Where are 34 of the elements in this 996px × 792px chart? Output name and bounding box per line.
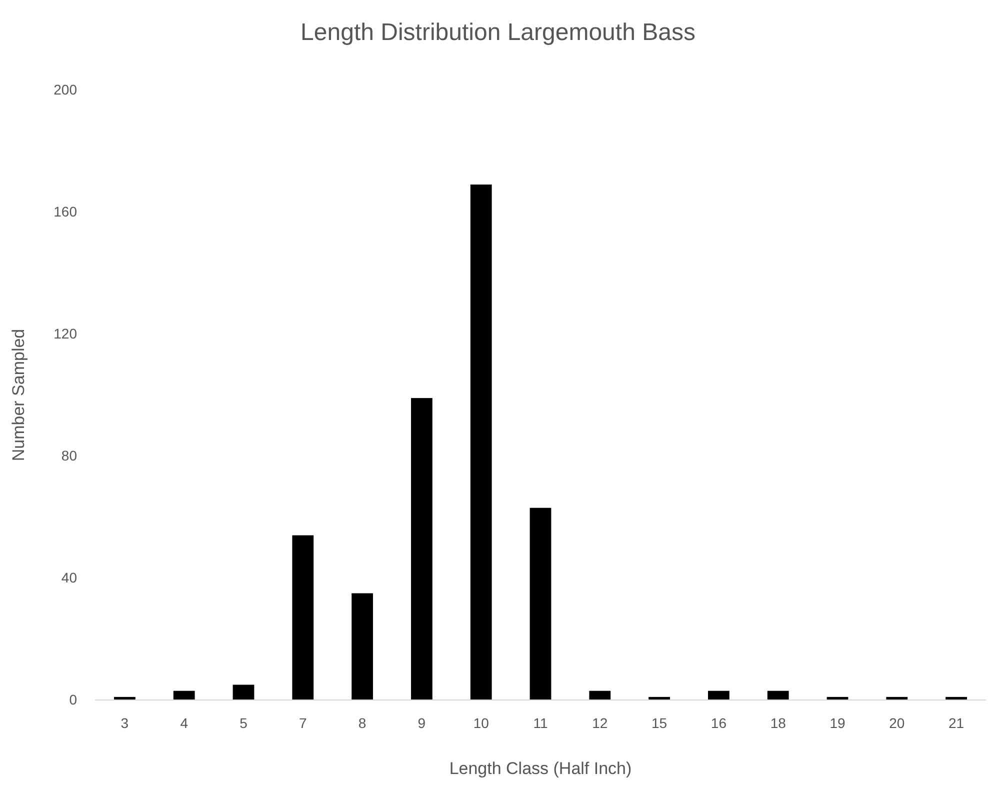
x-tick-label: 12 bbox=[592, 714, 608, 731]
x-tick-label: 4 bbox=[180, 714, 188, 731]
x-tick-label: 15 bbox=[652, 714, 668, 731]
x-tick-label: 11 bbox=[533, 714, 548, 731]
y-tick-label: 160 bbox=[54, 203, 78, 220]
y-tick-label: 200 bbox=[54, 81, 78, 98]
y-axis-title: Number Sampled bbox=[9, 328, 28, 462]
x-tick-label: 16 bbox=[710, 714, 727, 731]
bar bbox=[589, 690, 611, 700]
bar bbox=[352, 593, 373, 700]
bar bbox=[767, 690, 789, 700]
x-tick-label: 3 bbox=[120, 714, 129, 731]
bar bbox=[530, 508, 552, 700]
chart-title: Length Distribution Largemouth Bass bbox=[300, 19, 696, 46]
x-axis-title: Length Class (Half Inch) bbox=[449, 759, 632, 778]
bar bbox=[232, 684, 254, 700]
y-tick-label: 0 bbox=[69, 691, 78, 708]
y-tick-label: 40 bbox=[61, 569, 78, 586]
x-tick-label: 8 bbox=[358, 714, 366, 731]
bar bbox=[411, 398, 432, 700]
x-tick-label: 9 bbox=[418, 714, 426, 731]
x-tick-label: 20 bbox=[889, 714, 905, 731]
x-tick-label: 7 bbox=[299, 714, 307, 731]
bar bbox=[470, 184, 492, 700]
x-tick-label: 21 bbox=[948, 714, 964, 731]
x-tick-label: 5 bbox=[240, 714, 248, 731]
bar bbox=[292, 535, 314, 700]
x-tick-label: 18 bbox=[770, 714, 786, 731]
y-tick-label: 80 bbox=[61, 447, 78, 464]
bar bbox=[708, 690, 730, 700]
x-tick-label: 10 bbox=[473, 714, 490, 731]
x-tick-label: 19 bbox=[830, 714, 846, 731]
bar bbox=[173, 690, 195, 700]
y-tick-label: 120 bbox=[54, 325, 78, 342]
